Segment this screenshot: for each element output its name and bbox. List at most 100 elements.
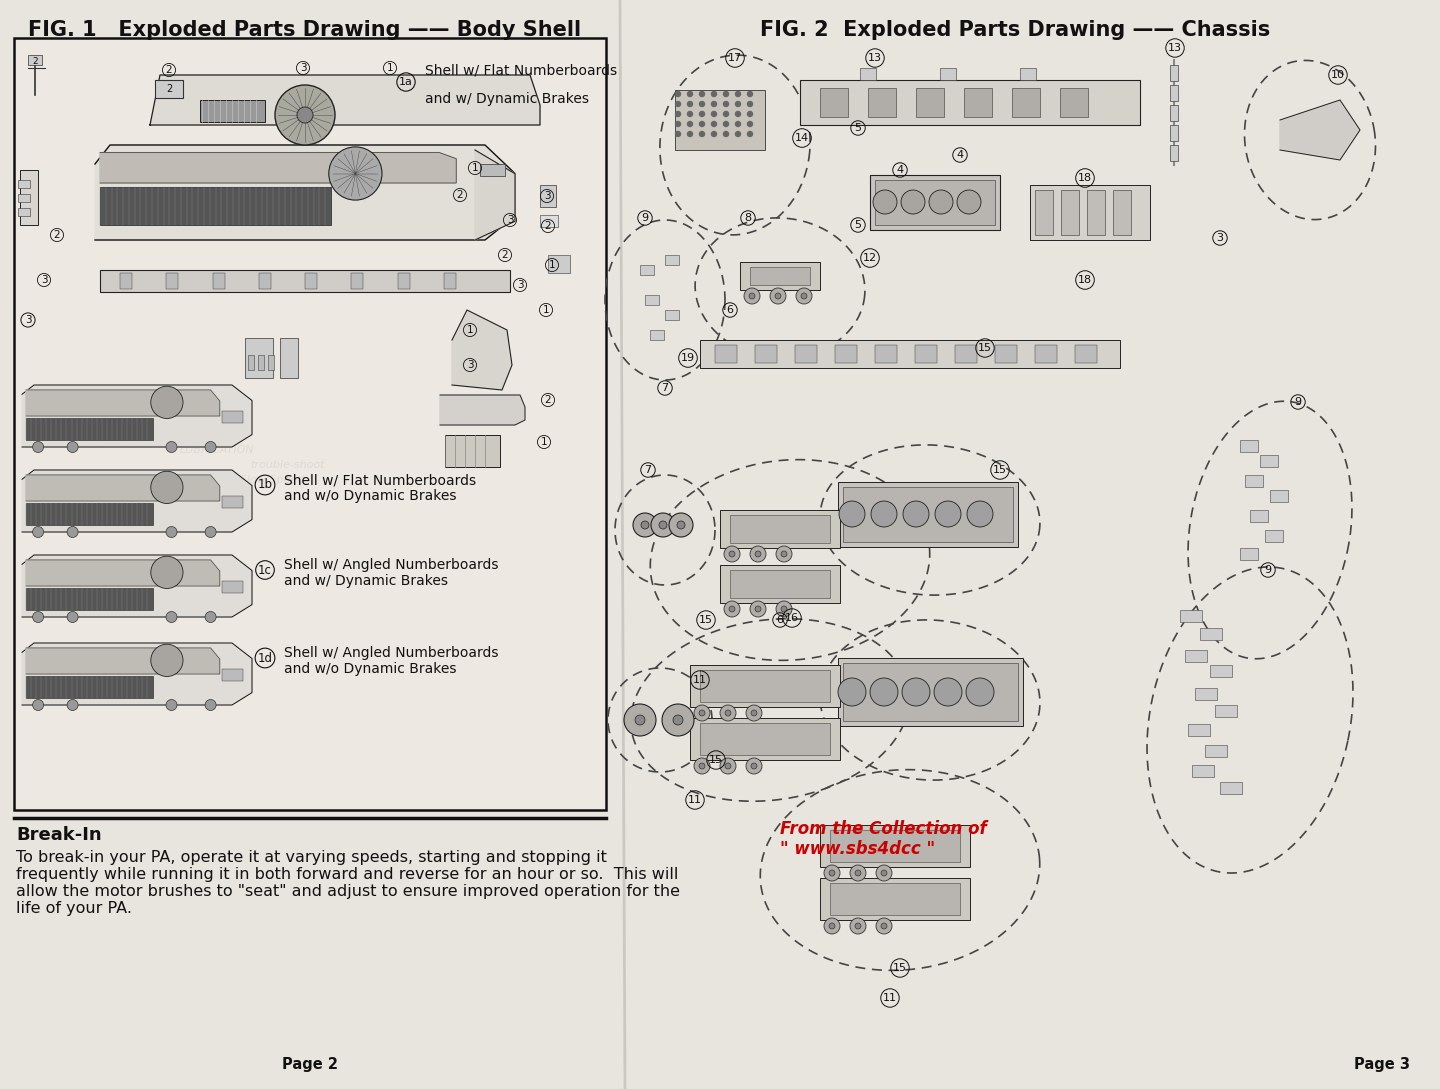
Text: life of your PA.: life of your PA.: [16, 901, 132, 916]
Circle shape: [736, 122, 740, 126]
Bar: [222, 582, 243, 594]
Circle shape: [204, 526, 216, 538]
Bar: [1179, 610, 1202, 622]
Circle shape: [750, 601, 766, 617]
Circle shape: [873, 189, 897, 215]
Circle shape: [747, 111, 753, 117]
Text: 16: 16: [785, 613, 799, 623]
Text: 3: 3: [1217, 233, 1224, 243]
Bar: [480, 164, 505, 176]
Bar: [876, 180, 995, 225]
Polygon shape: [22, 386, 252, 446]
Circle shape: [33, 699, 43, 710]
Bar: [27, 56, 42, 65]
Bar: [26, 418, 153, 440]
Bar: [716, 345, 737, 363]
Bar: [675, 90, 765, 150]
Bar: [1240, 440, 1259, 452]
Bar: [700, 723, 829, 755]
Circle shape: [694, 705, 710, 721]
Circle shape: [824, 865, 840, 881]
Text: 3: 3: [517, 280, 523, 290]
Bar: [1210, 665, 1233, 677]
Text: 12: 12: [863, 253, 877, 264]
Circle shape: [675, 122, 681, 126]
Circle shape: [204, 699, 216, 710]
Bar: [955, 345, 976, 363]
Bar: [649, 330, 664, 340]
Circle shape: [151, 387, 183, 418]
Circle shape: [33, 526, 43, 538]
Bar: [1169, 145, 1178, 161]
Circle shape: [968, 501, 994, 527]
Circle shape: [166, 699, 177, 710]
Circle shape: [901, 678, 930, 706]
Text: Shell w/ Angled Numberboards: Shell w/ Angled Numberboards: [284, 558, 498, 572]
Text: 2: 2: [544, 395, 552, 405]
Text: 1d: 1d: [258, 651, 272, 664]
Polygon shape: [452, 310, 513, 390]
Circle shape: [660, 521, 667, 529]
Bar: [549, 255, 570, 273]
Text: 2: 2: [544, 221, 552, 231]
Text: FIG. 2  Exploded Parts Drawing —— Chassis: FIG. 2 Exploded Parts Drawing —— Chassis: [760, 20, 1270, 40]
Bar: [829, 830, 960, 862]
Circle shape: [855, 870, 861, 876]
Text: 2: 2: [501, 250, 508, 260]
Circle shape: [775, 293, 780, 299]
Text: To break-in your PA, operate it at varying speeds, starting and stopping it: To break-in your PA, operate it at varyi…: [16, 851, 606, 865]
Bar: [258, 355, 264, 370]
Bar: [17, 180, 30, 188]
Text: 7: 7: [661, 383, 668, 393]
Text: 1: 1: [387, 63, 393, 73]
Circle shape: [780, 605, 788, 612]
Bar: [1035, 189, 1053, 235]
Text: 3: 3: [544, 191, 550, 201]
Text: Break-In: Break-In: [16, 825, 102, 844]
Bar: [259, 273, 271, 289]
Text: and w/ Dynamic Brakes: and w/ Dynamic Brakes: [284, 574, 448, 588]
Circle shape: [829, 923, 835, 929]
Circle shape: [687, 132, 693, 136]
Bar: [245, 338, 274, 378]
Circle shape: [711, 111, 717, 117]
Circle shape: [749, 293, 755, 299]
Circle shape: [736, 101, 740, 107]
Bar: [17, 194, 30, 201]
Bar: [720, 565, 840, 603]
Bar: [819, 88, 848, 117]
Bar: [14, 38, 606, 810]
Circle shape: [747, 122, 753, 126]
Text: 15: 15: [893, 963, 907, 972]
Bar: [665, 255, 680, 265]
Text: 18: 18: [1079, 173, 1092, 183]
Circle shape: [151, 472, 183, 503]
Bar: [200, 100, 265, 122]
Bar: [639, 265, 654, 276]
Text: Page 2: Page 2: [282, 1057, 338, 1072]
Circle shape: [33, 612, 43, 623]
Circle shape: [204, 441, 216, 453]
Circle shape: [796, 287, 812, 304]
Circle shape: [297, 107, 312, 123]
Circle shape: [687, 122, 693, 126]
Circle shape: [672, 715, 683, 725]
Circle shape: [958, 189, 981, 215]
Bar: [1012, 88, 1040, 117]
Circle shape: [723, 101, 729, 107]
Circle shape: [700, 91, 704, 97]
Circle shape: [166, 441, 177, 453]
Text: 4: 4: [956, 150, 963, 160]
Circle shape: [850, 918, 865, 934]
Bar: [120, 273, 132, 289]
Text: 1: 1: [540, 437, 547, 446]
Bar: [740, 262, 819, 290]
Text: 15: 15: [698, 615, 713, 625]
Text: 15: 15: [994, 465, 1007, 475]
Circle shape: [204, 612, 216, 623]
Circle shape: [700, 122, 704, 126]
Text: 3: 3: [467, 360, 474, 370]
Bar: [730, 570, 829, 598]
Polygon shape: [22, 643, 252, 705]
Text: and w/o Dynamic Brakes: and w/o Dynamic Brakes: [284, 662, 456, 676]
